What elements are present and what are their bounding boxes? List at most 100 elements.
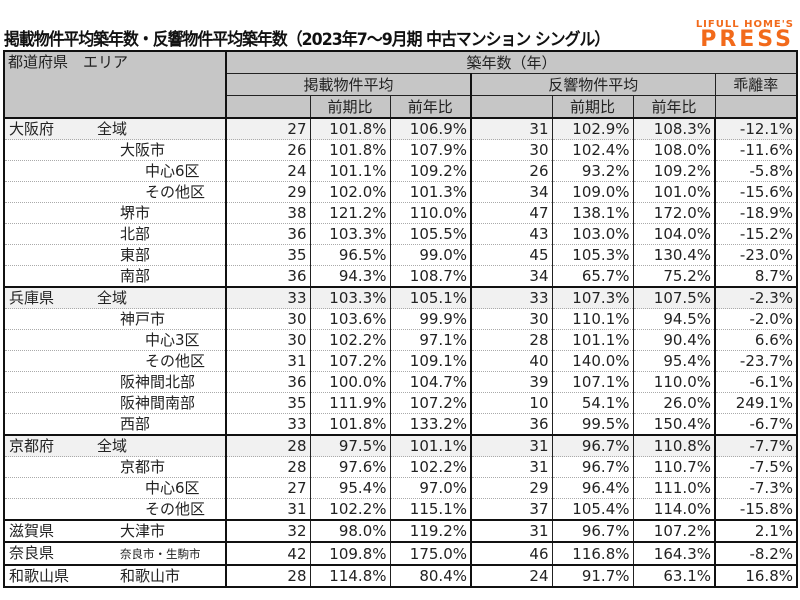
response-age: 26 bbox=[470, 160, 553, 182]
table-row: その他区 31 107.2% 109.1% 40 140.0% 95.4% -23.7% bbox=[4, 350, 798, 372]
header-listed-qoq: 前期比 bbox=[309, 95, 391, 119]
listed-qoq: 109.8% bbox=[309, 541, 391, 566]
logo-line2: PRESS bbox=[700, 27, 794, 52]
area-cell: 大阪府 全域 bbox=[4, 117, 227, 140]
response-yoy: 101.0% bbox=[632, 181, 716, 203]
response-yoy: 110.0% bbox=[632, 371, 716, 393]
prefecture: 京都府 bbox=[9, 437, 55, 455]
response-age: 47 bbox=[470, 202, 553, 224]
response-age: 37 bbox=[470, 498, 553, 521]
gap-rate: -23.0% bbox=[714, 244, 798, 266]
gap-rate: 2.1% bbox=[714, 519, 798, 543]
listed-age: 36 bbox=[225, 371, 311, 393]
response-age: 45 bbox=[470, 244, 553, 266]
listed-age: 28 bbox=[225, 456, 311, 478]
response-yoy: 90.4% bbox=[632, 329, 716, 351]
table-row: 西部 33 101.8% 133.2% 36 99.5% 150.4% -6.7% bbox=[4, 413, 798, 436]
listed-age: 35 bbox=[225, 244, 311, 266]
area-cell: 京都市 bbox=[4, 456, 227, 478]
listed-yoy: 101.3% bbox=[389, 181, 472, 203]
listed-qoq: 102.2% bbox=[309, 329, 391, 351]
response-yoy: 94.5% bbox=[632, 308, 716, 330]
response-qoq: 107.3% bbox=[551, 286, 634, 309]
listed-age: 38 bbox=[225, 202, 311, 224]
area-name: 大阪市 bbox=[120, 141, 166, 159]
gap-rate: -8.2% bbox=[714, 541, 798, 566]
response-age: 31 bbox=[470, 117, 553, 140]
area-name: その他区 bbox=[145, 183, 206, 201]
listed-qoq: 95.4% bbox=[309, 477, 391, 499]
response-qoq: 140.0% bbox=[551, 350, 634, 372]
response-yoy: 110.8% bbox=[632, 434, 716, 457]
response-age: 46 bbox=[470, 541, 553, 566]
listed-yoy: 102.2% bbox=[389, 456, 472, 478]
table-row: 中心3区 30 102.2% 97.1% 28 101.1% 90.4% 6.6% bbox=[4, 329, 798, 351]
listed-yoy: 175.0% bbox=[389, 541, 472, 566]
table-row: 神戸市 30 103.6% 99.9% 30 110.1% 94.5% -2.0% bbox=[4, 308, 798, 330]
response-qoq: 54.1% bbox=[551, 392, 634, 414]
header-gap: 乖離率 bbox=[714, 73, 798, 96]
response-age: 34 bbox=[470, 265, 553, 288]
gap-rate: -6.7% bbox=[714, 413, 798, 436]
response-qoq: 91.7% bbox=[551, 564, 634, 588]
area-cell: その他区 bbox=[4, 498, 227, 521]
listed-yoy: 105.1% bbox=[389, 286, 472, 309]
gap-rate: -2.0% bbox=[714, 308, 798, 330]
area-name: 中心6区 bbox=[145, 479, 200, 497]
gap-rate: -18.9% bbox=[714, 202, 798, 224]
table-row: 大阪府 全域 27 101.8% 106.9% 31 102.9% 108.3% -12.1% bbox=[4, 117, 798, 140]
gap-rate: -6.1% bbox=[714, 371, 798, 393]
area-name: 中心6区 bbox=[145, 162, 200, 180]
listed-yoy: 97.0% bbox=[389, 477, 472, 499]
response-qoq: 105.3% bbox=[551, 244, 634, 266]
listed-qoq: 96.5% bbox=[309, 244, 391, 266]
response-yoy: 130.4% bbox=[632, 244, 716, 266]
area-cell: 中心6区 bbox=[4, 160, 227, 182]
table-row: 滋賀県 大津市 32 98.0% 119.2% 31 96.7% 107.2% 2.1% bbox=[4, 519, 798, 543]
response-qoq: 103.0% bbox=[551, 223, 634, 245]
response-yoy: 111.0% bbox=[632, 477, 716, 499]
area-cell: 堺市 bbox=[4, 202, 227, 224]
listed-age: 33 bbox=[225, 413, 311, 436]
area-cell: 北部 bbox=[4, 223, 227, 245]
table-row: 阪神間南部 35 111.9% 107.2% 10 54.1% 26.0% 249.1% bbox=[4, 392, 798, 414]
listed-qoq: 101.8% bbox=[309, 413, 391, 436]
response-age: 29 bbox=[470, 477, 553, 499]
area-cell: その他区 bbox=[4, 350, 227, 372]
response-yoy: 107.5% bbox=[632, 286, 716, 309]
response-yoy: 63.1% bbox=[632, 564, 716, 588]
listed-age: 29 bbox=[225, 181, 311, 203]
prefecture: 大阪府 bbox=[9, 120, 55, 138]
response-qoq: 107.1% bbox=[551, 371, 634, 393]
response-age: 34 bbox=[470, 181, 553, 203]
listed-yoy: 105.5% bbox=[389, 223, 472, 245]
table-row: 大阪市 26 101.8% 107.9% 30 102.4% 108.0% -11.6% bbox=[4, 139, 798, 161]
area-name: その他区 bbox=[145, 500, 206, 518]
table-row: 堺市 38 121.2% 110.0% 47 138.1% 172.0% -18.9% bbox=[4, 202, 798, 224]
response-qoq: 101.1% bbox=[551, 329, 634, 351]
response-qoq: 99.5% bbox=[551, 413, 634, 436]
response-age: 10 bbox=[470, 392, 553, 414]
listed-age: 42 bbox=[225, 541, 311, 566]
listed-qoq: 101.1% bbox=[309, 160, 391, 182]
press-logo: LIFULL HOME'S PRESS bbox=[696, 19, 794, 52]
header-response-qoq: 前期比 bbox=[551, 95, 634, 119]
listed-qoq: 97.6% bbox=[309, 456, 391, 478]
response-qoq: 102.4% bbox=[551, 139, 634, 161]
area-name: 北部 bbox=[120, 225, 151, 243]
gap-rate: -15.8% bbox=[714, 498, 798, 521]
response-age: 40 bbox=[470, 350, 553, 372]
header-response: 反響物件平均 bbox=[470, 73, 716, 96]
area-name: 神戸市 bbox=[120, 310, 166, 328]
area-name: 阪神間北部 bbox=[120, 373, 196, 391]
area-cell: 兵庫県 全域 bbox=[4, 286, 227, 309]
table-row: その他区 31 102.2% 115.1% 37 105.4% 114.0% -15.8% bbox=[4, 498, 798, 521]
listed-age: 28 bbox=[225, 564, 311, 588]
area-name: その他区 bbox=[145, 352, 206, 370]
listed-yoy: 99.0% bbox=[389, 244, 472, 266]
gap-rate: -2.3% bbox=[714, 286, 798, 309]
gap-rate: -5.8% bbox=[714, 160, 798, 182]
area-name: 全域 bbox=[97, 120, 128, 138]
listed-yoy: 106.9% bbox=[389, 117, 472, 140]
listed-yoy: 99.9% bbox=[389, 308, 472, 330]
